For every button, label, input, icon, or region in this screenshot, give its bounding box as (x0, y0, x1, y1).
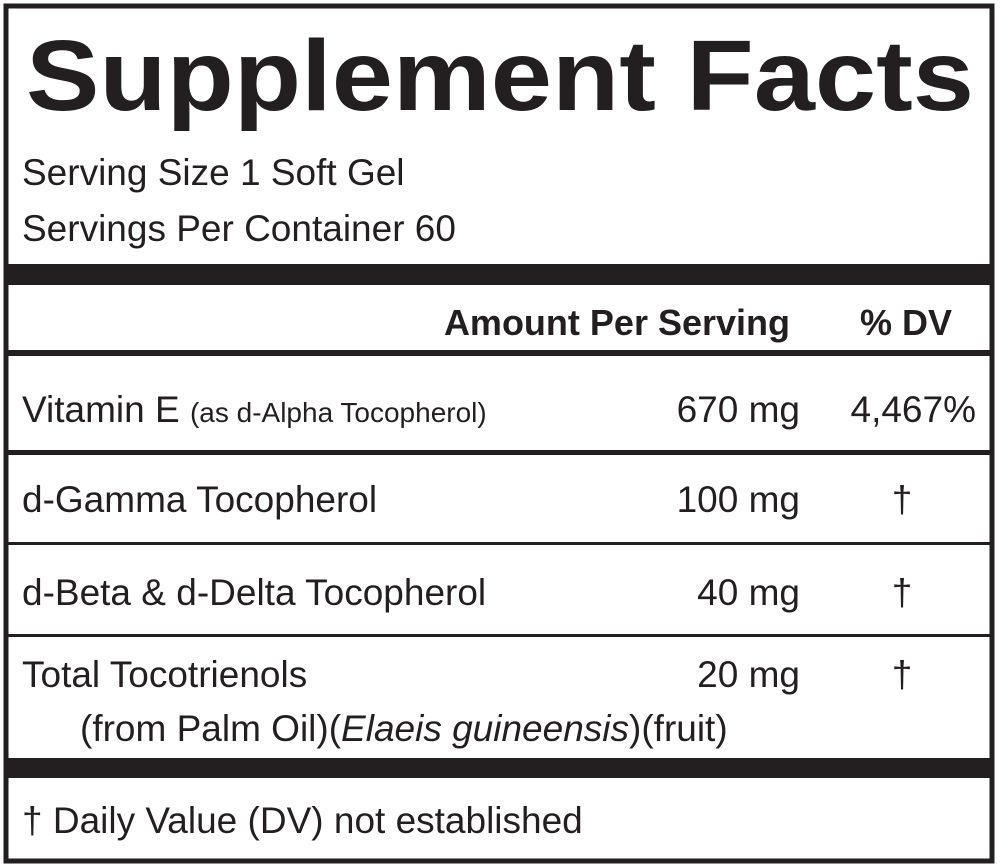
divider (6, 634, 992, 637)
servings-per-container: Servings Per Container 60 (22, 208, 456, 249)
thick-divider (6, 758, 992, 778)
amount: 670 mg (677, 389, 800, 430)
dv: 4,467% (851, 389, 977, 430)
nutrient-name: d-Beta & d-Delta Tocopherol (22, 572, 486, 613)
divider (6, 350, 992, 356)
nutrient-name: Vitamin E (22, 389, 180, 430)
source: (from Palm Oil)(Elaeis guineensis)(fruit… (80, 708, 728, 749)
footnote: † Daily Value (DV) not established (22, 800, 583, 841)
nutrient-qualifier: (as d-Alpha Tocopherol) (190, 397, 487, 428)
label-border (3, 3, 995, 864)
dv-header: % DV (860, 302, 952, 343)
amount-header: Amount Per Serving (444, 302, 790, 343)
divider (6, 542, 992, 545)
amount: 40 mg (697, 572, 800, 613)
nutrient-name: d-Gamma Tocopherol (22, 479, 377, 520)
dv: † (892, 572, 913, 613)
source-species: Elaeis guineensis (341, 708, 629, 749)
dv: † (892, 654, 913, 695)
dv: † (892, 479, 913, 520)
nutrient-name: Total Tocotrienols (22, 654, 307, 695)
source-suffix: )(fruit) (629, 708, 728, 749)
divider (6, 450, 992, 455)
title: Supplement Facts (26, 20, 974, 132)
row-name: Vitamin E (as d-Alpha Tocopherol) (22, 389, 487, 430)
amount: 100 mg (677, 479, 800, 520)
serving-size: Serving Size 1 Soft Gel (22, 152, 405, 193)
thick-divider (6, 264, 992, 285)
source-prefix: (from Palm Oil)( (80, 708, 342, 749)
amount: 20 mg (697, 654, 800, 695)
